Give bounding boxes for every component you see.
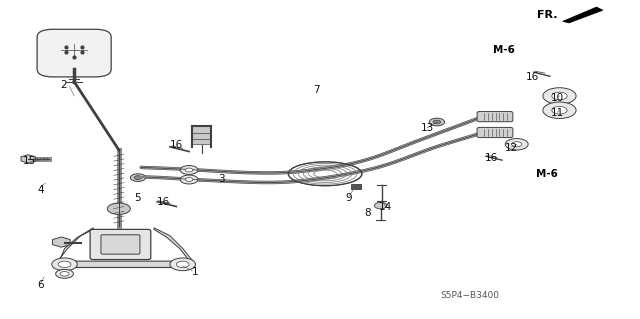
Text: M-6: M-6	[536, 169, 557, 179]
Polygon shape	[55, 228, 93, 264]
Text: 16: 16	[157, 197, 170, 207]
Text: 2: 2	[60, 80, 67, 90]
Circle shape	[108, 203, 131, 214]
Text: 3: 3	[218, 174, 225, 183]
Polygon shape	[52, 237, 70, 247]
Circle shape	[552, 92, 567, 100]
Circle shape	[58, 261, 71, 268]
Circle shape	[60, 241, 67, 245]
Text: 5: 5	[134, 193, 141, 203]
Polygon shape	[192, 126, 211, 144]
Circle shape	[433, 120, 441, 124]
Circle shape	[176, 261, 189, 268]
Circle shape	[185, 178, 193, 182]
Circle shape	[134, 176, 142, 180]
FancyBboxPatch shape	[37, 29, 111, 77]
Circle shape	[505, 138, 528, 150]
Polygon shape	[154, 228, 195, 264]
Circle shape	[543, 102, 576, 119]
Circle shape	[552, 107, 567, 114]
Text: 11: 11	[551, 108, 564, 118]
Polygon shape	[563, 7, 603, 23]
Circle shape	[170, 258, 195, 271]
Text: 7: 7	[314, 85, 320, 95]
Circle shape	[543, 88, 576, 104]
Circle shape	[131, 174, 146, 182]
Circle shape	[180, 175, 198, 184]
Circle shape	[56, 269, 74, 278]
Text: 8: 8	[365, 209, 371, 219]
Circle shape	[52, 258, 77, 271]
Text: 16: 16	[525, 72, 539, 82]
Text: S5P4−B3400: S5P4−B3400	[440, 291, 500, 300]
Text: 16: 16	[484, 153, 498, 163]
FancyBboxPatch shape	[477, 127, 513, 137]
Text: 6: 6	[37, 280, 44, 290]
Text: 1: 1	[192, 267, 199, 277]
Text: M-6: M-6	[493, 45, 515, 55]
Text: 9: 9	[346, 193, 352, 203]
Text: 14: 14	[378, 202, 392, 212]
Circle shape	[60, 271, 69, 276]
FancyBboxPatch shape	[477, 112, 513, 122]
Text: 12: 12	[505, 143, 518, 153]
Text: 10: 10	[551, 93, 564, 103]
Polygon shape	[55, 261, 195, 268]
Circle shape	[185, 168, 193, 172]
FancyBboxPatch shape	[101, 235, 140, 254]
Bar	[351, 184, 361, 189]
Text: 4: 4	[37, 185, 44, 195]
Text: 15: 15	[23, 156, 36, 166]
Circle shape	[429, 118, 445, 126]
Text: FR.: FR.	[537, 10, 557, 20]
Text: 16: 16	[170, 140, 183, 150]
Polygon shape	[21, 155, 35, 163]
Circle shape	[180, 166, 198, 174]
Circle shape	[374, 202, 387, 209]
Text: 13: 13	[420, 123, 434, 133]
Circle shape	[511, 142, 522, 147]
Circle shape	[56, 239, 67, 245]
FancyBboxPatch shape	[90, 229, 151, 260]
